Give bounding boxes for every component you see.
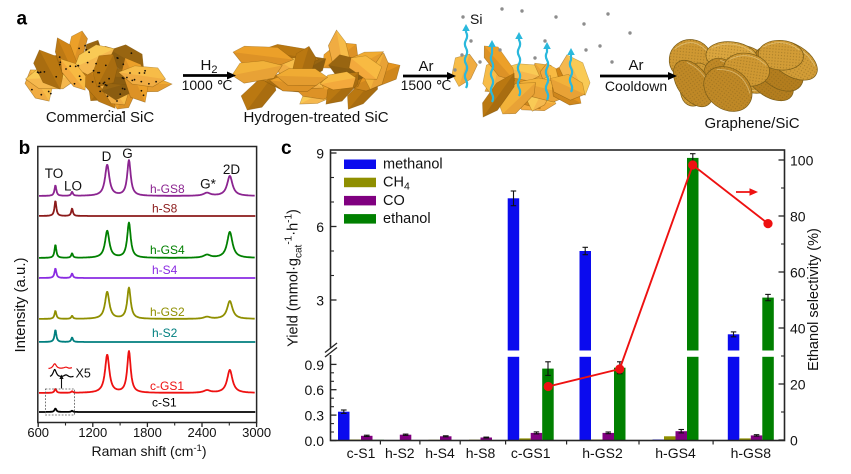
svg-text:LO: LO: [64, 179, 82, 194]
svg-text:6: 6: [316, 219, 324, 235]
svg-text:h-S2: h-S2: [385, 445, 415, 461]
svg-text:3000: 3000: [242, 425, 271, 440]
svg-text:Ethanol selectivity (%): Ethanol selectivity (%): [806, 228, 822, 371]
svg-text:h-GS8: h-GS8: [150, 182, 185, 196]
svg-text:Raman shift (cm-1): Raman shift (cm-1): [91, 443, 206, 459]
svg-text:0: 0: [790, 432, 798, 448]
svg-text:3: 3: [316, 292, 324, 308]
svg-text:D: D: [102, 149, 112, 164]
svg-text:h-S4: h-S4: [152, 263, 178, 277]
svg-text:h-S4: h-S4: [425, 445, 455, 461]
svg-text:20: 20: [790, 376, 806, 392]
svg-text:100: 100: [790, 152, 814, 168]
svg-text:methanol: methanol: [383, 157, 443, 173]
svg-text:c: c: [281, 138, 292, 159]
svg-text:c-S1: c-S1: [152, 396, 177, 410]
svg-text:1200: 1200: [78, 425, 107, 440]
svg-text:0.6: 0.6: [305, 382, 325, 398]
svg-text:Cooldown: Cooldown: [605, 78, 667, 94]
svg-text:9: 9: [316, 145, 324, 161]
svg-text:2400: 2400: [188, 425, 217, 440]
svg-text:c-GS1: c-GS1: [150, 379, 184, 393]
svg-text:1800: 1800: [133, 425, 162, 440]
svg-text:600: 600: [27, 425, 49, 440]
svg-text:CO: CO: [383, 193, 405, 209]
svg-text:Commercial SiC: Commercial SiC: [46, 109, 155, 126]
svg-text:Ar: Ar: [629, 57, 644, 74]
svg-text:CH4: CH4: [383, 175, 410, 193]
svg-text:60: 60: [790, 264, 806, 280]
svg-text:c-GS1: c-GS1: [511, 445, 551, 461]
svg-text:X5: X5: [76, 367, 91, 381]
svg-text:Yield (mmol·gcat-1·h-1): Yield (mmol·gcat-1·h-1): [284, 209, 305, 347]
svg-text:a: a: [17, 9, 28, 30]
svg-text:ethanol: ethanol: [383, 211, 431, 227]
svg-text:h-GS2: h-GS2: [582, 445, 623, 461]
svg-text:40: 40: [790, 320, 806, 336]
svg-text:Ar: Ar: [419, 58, 434, 75]
svg-text:h-S8: h-S8: [466, 445, 496, 461]
svg-text:h-S2: h-S2: [152, 326, 178, 340]
svg-text:h-GS2: h-GS2: [150, 305, 185, 319]
svg-text:0.9: 0.9: [305, 357, 325, 373]
svg-text:Hydrogen-treated SiC: Hydrogen-treated SiC: [243, 109, 388, 126]
svg-text:h-GS8: h-GS8: [731, 445, 772, 461]
svg-text:Graphene/SiC: Graphene/SiC: [704, 115, 799, 132]
svg-text:G: G: [122, 146, 133, 161]
svg-text:b: b: [19, 138, 31, 159]
svg-text:80: 80: [790, 208, 806, 224]
svg-text:h-S8: h-S8: [152, 202, 178, 216]
svg-text:Intensity (a.u.): Intensity (a.u.): [12, 257, 29, 352]
svg-text:0.0: 0.0: [305, 433, 325, 449]
svg-text:h-GS4: h-GS4: [150, 243, 185, 257]
svg-text:2D: 2D: [223, 162, 241, 177]
svg-text:1500 ℃: 1500 ℃: [401, 77, 452, 93]
svg-text:0.3: 0.3: [305, 408, 325, 424]
svg-text:h-GS4: h-GS4: [655, 445, 696, 461]
svg-text:G*: G*: [200, 177, 217, 192]
svg-text:1000 ℃: 1000 ℃: [182, 77, 233, 93]
svg-text:c-S1: c-S1: [347, 445, 376, 461]
svg-text:Si: Si: [470, 11, 482, 27]
svg-text:TO: TO: [45, 166, 64, 181]
